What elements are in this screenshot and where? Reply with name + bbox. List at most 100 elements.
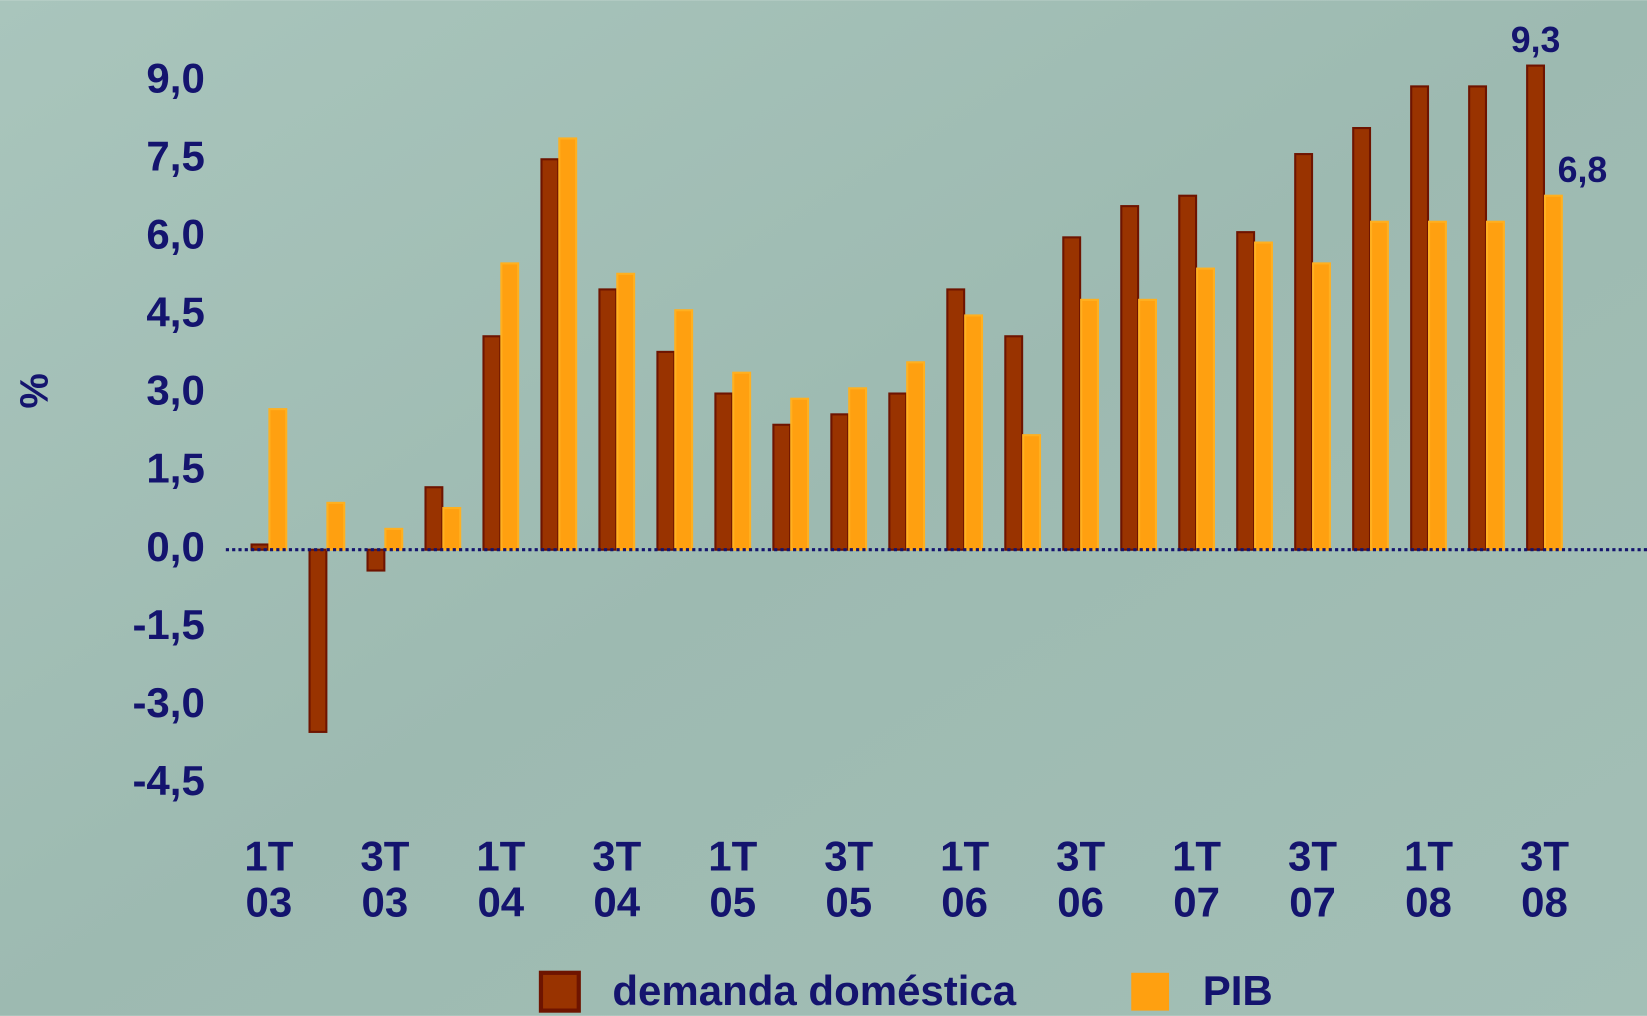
x-tick-label-line: 3T bbox=[1520, 832, 1569, 879]
bar bbox=[500, 262, 520, 551]
bar bbox=[1254, 241, 1273, 551]
y-tick-label: 9,0 bbox=[146, 54, 204, 101]
x-tick-label: 3T 07 bbox=[1288, 832, 1337, 925]
x-tick-label-line: 03 bbox=[246, 879, 293, 926]
bar bbox=[1120, 205, 1140, 551]
bar bbox=[1138, 298, 1157, 551]
x-tick-label: 1T 07 bbox=[1172, 832, 1221, 925]
x-tick-label: 3T 05 bbox=[824, 832, 873, 925]
y-tick-label: -1,5 bbox=[132, 601, 204, 648]
y-axis-label: % bbox=[12, 373, 56, 408]
value-label: 6,8 bbox=[1558, 150, 1608, 190]
bar bbox=[906, 361, 926, 551]
bar bbox=[326, 501, 346, 551]
bar bbox=[482, 335, 502, 551]
bar bbox=[1004, 335, 1024, 551]
bar bbox=[888, 392, 908, 551]
bar bbox=[1062, 236, 1082, 551]
bar bbox=[366, 548, 386, 572]
bar bbox=[1312, 262, 1331, 551]
bar bbox=[558, 137, 578, 551]
x-tick-label-line: 06 bbox=[941, 879, 988, 926]
x-tick-label-line: 08 bbox=[1521, 879, 1568, 926]
bar bbox=[1294, 153, 1314, 551]
x-tick-label-line: 1T bbox=[476, 832, 525, 879]
x-tick-label-line: 03 bbox=[362, 879, 409, 926]
y-tick-label: -3,0 bbox=[132, 679, 204, 726]
x-tick-label: 1T 03 bbox=[244, 832, 293, 925]
bar bbox=[384, 527, 404, 551]
y-tick-label: -4,5 bbox=[132, 757, 204, 804]
x-tick-label-line: 3T bbox=[1288, 832, 1337, 879]
value-label: 9,3 bbox=[1511, 20, 1561, 60]
bar bbox=[1427, 220, 1447, 551]
x-tick-label-line: 07 bbox=[1173, 879, 1220, 926]
x-tick-label-line: 3T bbox=[824, 832, 873, 879]
x-tick-label: 3T 08 bbox=[1520, 832, 1569, 925]
bar bbox=[308, 548, 328, 733]
x-tick-label-line: 05 bbox=[825, 879, 872, 926]
x-tick-label-line: 1T bbox=[1172, 832, 1221, 879]
x-tick-label-line: 1T bbox=[940, 832, 989, 879]
bar bbox=[1022, 434, 1042, 551]
x-tick-label-line: 1T bbox=[1404, 832, 1453, 879]
x-tick-label: 3T 04 bbox=[592, 832, 641, 925]
bar bbox=[424, 486, 444, 551]
y-tick-label: 1,5 bbox=[146, 445, 204, 492]
x-tick-label-line: 05 bbox=[709, 879, 756, 926]
x-tick-label: 1T 08 bbox=[1404, 832, 1453, 925]
legend-label: PIB bbox=[1203, 967, 1273, 1014]
bar bbox=[674, 309, 694, 551]
y-tick-label: 0,0 bbox=[146, 523, 204, 570]
x-tick-label: 1T 06 bbox=[940, 832, 989, 925]
bar bbox=[772, 423, 792, 551]
bar bbox=[1468, 85, 1488, 551]
x-tick-label-line: 07 bbox=[1289, 879, 1336, 926]
bar bbox=[946, 288, 966, 551]
x-tick-label-line: 3T bbox=[360, 832, 409, 879]
x-tick-label: 1T 04 bbox=[476, 832, 525, 925]
bar bbox=[268, 408, 288, 551]
x-tick-label-line: 3T bbox=[592, 832, 641, 879]
legend-swatch bbox=[1131, 972, 1170, 1011]
bar bbox=[1196, 267, 1215, 551]
bar bbox=[616, 272, 636, 551]
bar bbox=[1370, 220, 1389, 551]
bar bbox=[732, 371, 752, 551]
bar bbox=[1178, 194, 1198, 551]
bar bbox=[1410, 85, 1430, 551]
bar bbox=[1485, 220, 1505, 551]
bar bbox=[1080, 298, 1100, 551]
legend-swatch bbox=[538, 970, 581, 1013]
x-tick-label: 1T 05 bbox=[708, 832, 757, 925]
y-tick-label: 7,5 bbox=[146, 132, 204, 179]
bar bbox=[656, 350, 676, 551]
x-tick-label-line: 04 bbox=[593, 879, 640, 926]
y-tick-label: 3,0 bbox=[146, 367, 204, 414]
bar bbox=[442, 507, 462, 551]
bar bbox=[1236, 231, 1256, 551]
bar bbox=[540, 158, 560, 551]
x-tick-label-line: 1T bbox=[244, 832, 293, 879]
bar bbox=[830, 413, 850, 551]
x-tick-label: 3T 06 bbox=[1056, 832, 1105, 925]
y-tick-label: 4,5 bbox=[146, 289, 204, 336]
bar bbox=[848, 387, 868, 551]
x-tick-label-line: 3T bbox=[1056, 832, 1105, 879]
bar bbox=[1352, 126, 1372, 551]
x-tick-label-line: 08 bbox=[1405, 879, 1452, 926]
bar bbox=[790, 397, 810, 551]
legend-label: demanda doméstica bbox=[612, 967, 1016, 1014]
bar bbox=[1526, 64, 1546, 551]
bar bbox=[714, 392, 734, 551]
y-tick-label: 6,0 bbox=[146, 210, 204, 257]
bar bbox=[964, 314, 984, 551]
x-tick-label-line: 04 bbox=[477, 879, 524, 926]
bar bbox=[1543, 194, 1563, 551]
bar bbox=[598, 288, 618, 551]
x-tick-label-line: 1T bbox=[708, 832, 757, 879]
x-tick-label-line: 06 bbox=[1057, 879, 1104, 926]
x-tick-label: 3T 03 bbox=[360, 832, 409, 925]
